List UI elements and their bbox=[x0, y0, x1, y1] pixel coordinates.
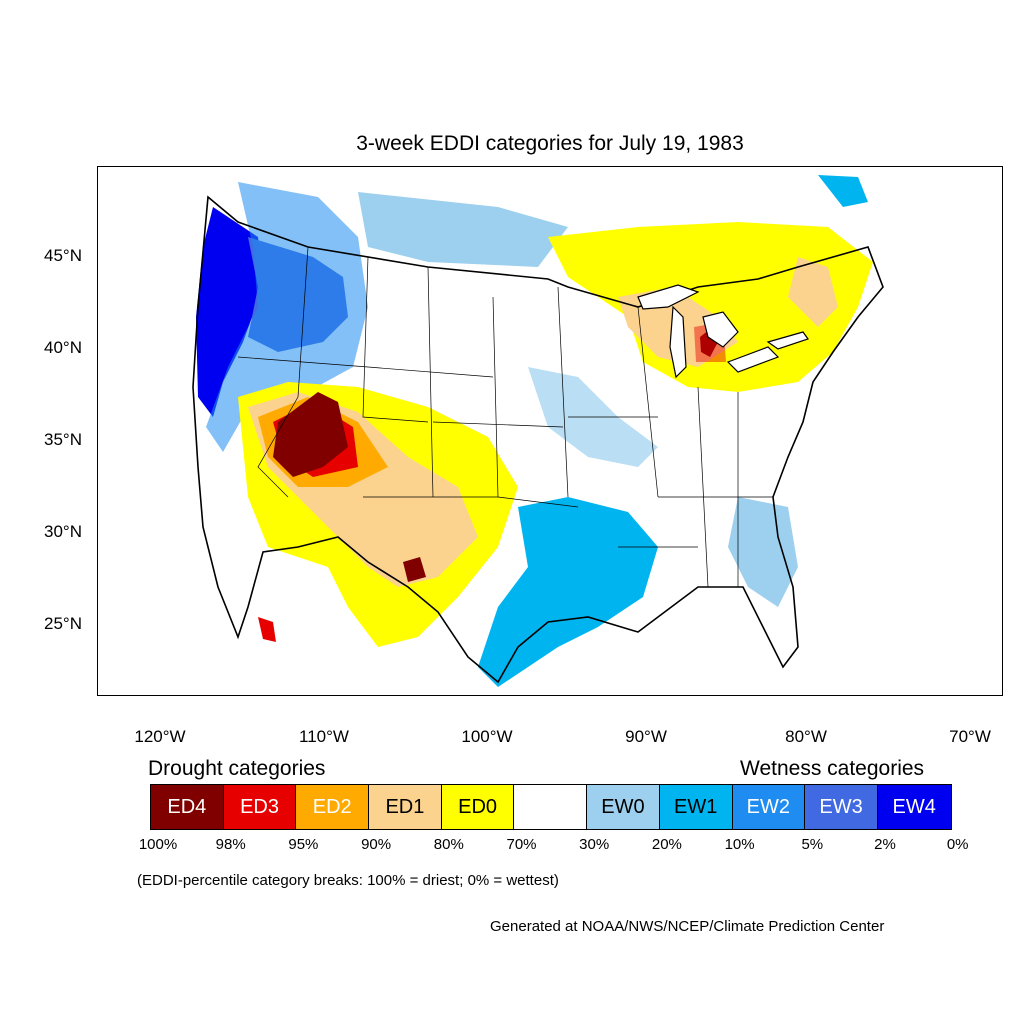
legend-break-label: 90% bbox=[361, 836, 392, 853]
lat-label-45: 45°N bbox=[44, 246, 82, 265]
region-ed0-greatlakes bbox=[548, 222, 873, 392]
conus-outline bbox=[192, 195, 884, 684]
state-borders bbox=[237, 246, 773, 588]
region-ew4-pacific bbox=[196, 207, 263, 417]
lon-label-110: 110°W bbox=[299, 727, 349, 746]
region-ew0-southeast bbox=[728, 497, 798, 607]
lat-label-40: 40°N bbox=[44, 338, 82, 357]
legend-break-label: 0% bbox=[946, 836, 969, 853]
legend-break-label: 98% bbox=[215, 836, 246, 853]
legend-cell-ed3: ED3 bbox=[223, 785, 297, 829]
region-ew0-northeast bbox=[818, 175, 868, 207]
legend-break-label: 95% bbox=[288, 836, 319, 853]
lon-label-70: 70°W bbox=[949, 727, 991, 746]
wetness-heading: Wetness categories bbox=[740, 757, 925, 780]
map-panel bbox=[97, 166, 1003, 696]
category-note: (EDDI-percentile category breaks: 100% =… bbox=[137, 872, 559, 889]
region-ed1-east bbox=[788, 257, 838, 327]
legend-cell-ew3: EW3 bbox=[805, 785, 878, 829]
legend-break-label: 20% bbox=[651, 836, 682, 853]
eddi-map bbox=[192, 175, 884, 687]
legend-cell-ew0: EW0 bbox=[587, 785, 660, 829]
map-title: 3-week EDDI categories for July 19, 1983 bbox=[356, 132, 744, 155]
legend-break-label: 5% bbox=[801, 836, 824, 853]
legend-cell-ew2: EW2 bbox=[732, 785, 806, 829]
legend-cell-ed1: ED1 bbox=[369, 785, 442, 829]
legend-colorbar: ED4 ED3 ED2 ED1 ED0 EW0 EW1 EW2 EW3 EW4 bbox=[150, 784, 952, 830]
legend-cell-ed4: ED4 bbox=[151, 785, 224, 829]
region-ed4-southwest bbox=[273, 392, 348, 477]
legend-cell-ed0: ED0 bbox=[441, 785, 515, 829]
legend-cell-ew1: EW1 bbox=[659, 785, 733, 829]
legend-break-label: 100% bbox=[138, 836, 178, 853]
legend-break-label: 70% bbox=[506, 836, 537, 853]
legend-break-label: 2% bbox=[874, 836, 896, 853]
region-ew1-southcentral bbox=[478, 497, 658, 687]
lon-label-100: 100°W bbox=[461, 727, 513, 746]
region-ed4-newmexico bbox=[403, 557, 426, 582]
legend-break-label: 80% bbox=[433, 836, 464, 853]
drought-heading: Drought categories bbox=[148, 757, 326, 780]
credit-line: Generated at NOAA/NWS/NCEP/Climate Predi… bbox=[490, 918, 885, 935]
region-ew0-north bbox=[358, 192, 568, 267]
lon-label-90: 90°W bbox=[625, 727, 667, 746]
lon-label-120: 120°W bbox=[134, 727, 186, 746]
great-lakes bbox=[637, 284, 809, 379]
lat-label-25: 25°N bbox=[44, 614, 82, 633]
lat-label-35: 35°N bbox=[44, 430, 82, 449]
lat-label-30: 30°N bbox=[44, 522, 82, 541]
legend-break-label: 30% bbox=[579, 836, 610, 853]
legend-cell-ew4: EW4 bbox=[877, 785, 951, 829]
legend-cell-neutral bbox=[514, 785, 588, 829]
legend-cell-ed2: ED2 bbox=[296, 785, 370, 829]
legend-break-label: 10% bbox=[724, 836, 755, 853]
lon-label-80: 80°W bbox=[785, 727, 827, 746]
region-ed3-baja bbox=[258, 617, 276, 642]
